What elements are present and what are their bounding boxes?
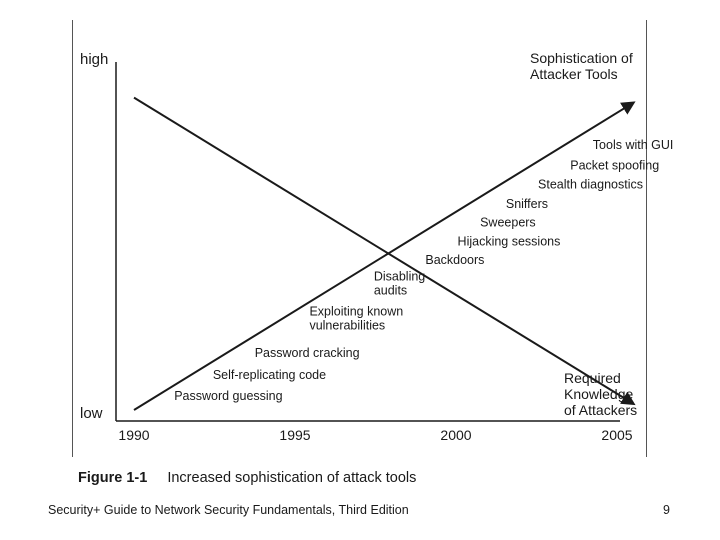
figure-frame: [72, 20, 647, 457]
y-tick-high: high: [80, 51, 108, 68]
series-label-2: Required Knowledge of Attackers: [564, 370, 637, 418]
series-line-2: [133, 96, 636, 406]
annotation-label: Tools with GUI: [593, 138, 674, 152]
annotation-label: Self-replicating code: [213, 368, 326, 382]
annotation-label: Hijacking sessions: [458, 234, 561, 248]
annotation-label: Exploiting known vulnerabilities: [309, 305, 403, 333]
annotation-label: Sweepers: [480, 216, 536, 230]
figure-caption-text: Increased sophistication of attack tools: [167, 470, 417, 486]
annotation-label: Stealth diagnostics: [538, 177, 643, 191]
x-tick-label: 2000: [440, 427, 471, 443]
figure-caption: Figure 1-1 Increased sophistication of a…: [78, 470, 416, 486]
series-label-1: Sophistication of Attacker Tools: [530, 50, 633, 82]
series-line-1: [133, 101, 636, 411]
annotation-label: Password guessing: [174, 389, 282, 403]
x-tick-label: 1995: [279, 427, 310, 443]
x-tick-label: 2005: [601, 427, 632, 443]
annotation-label: Password cracking: [255, 346, 360, 360]
annotation-label: Sniffers: [506, 197, 548, 211]
annotation-label: Backdoors: [425, 253, 484, 267]
x-tick-label: 1990: [118, 427, 149, 443]
footer-title: Security+ Guide to Network Security Fund…: [48, 503, 409, 517]
y-tick-low: low: [80, 405, 103, 422]
annotation-label: Disabling audits: [374, 269, 425, 297]
page-number: 9: [663, 503, 670, 517]
figure-number: Figure 1-1: [78, 470, 148, 486]
annotation-label: Packet spoofing: [570, 159, 659, 173]
